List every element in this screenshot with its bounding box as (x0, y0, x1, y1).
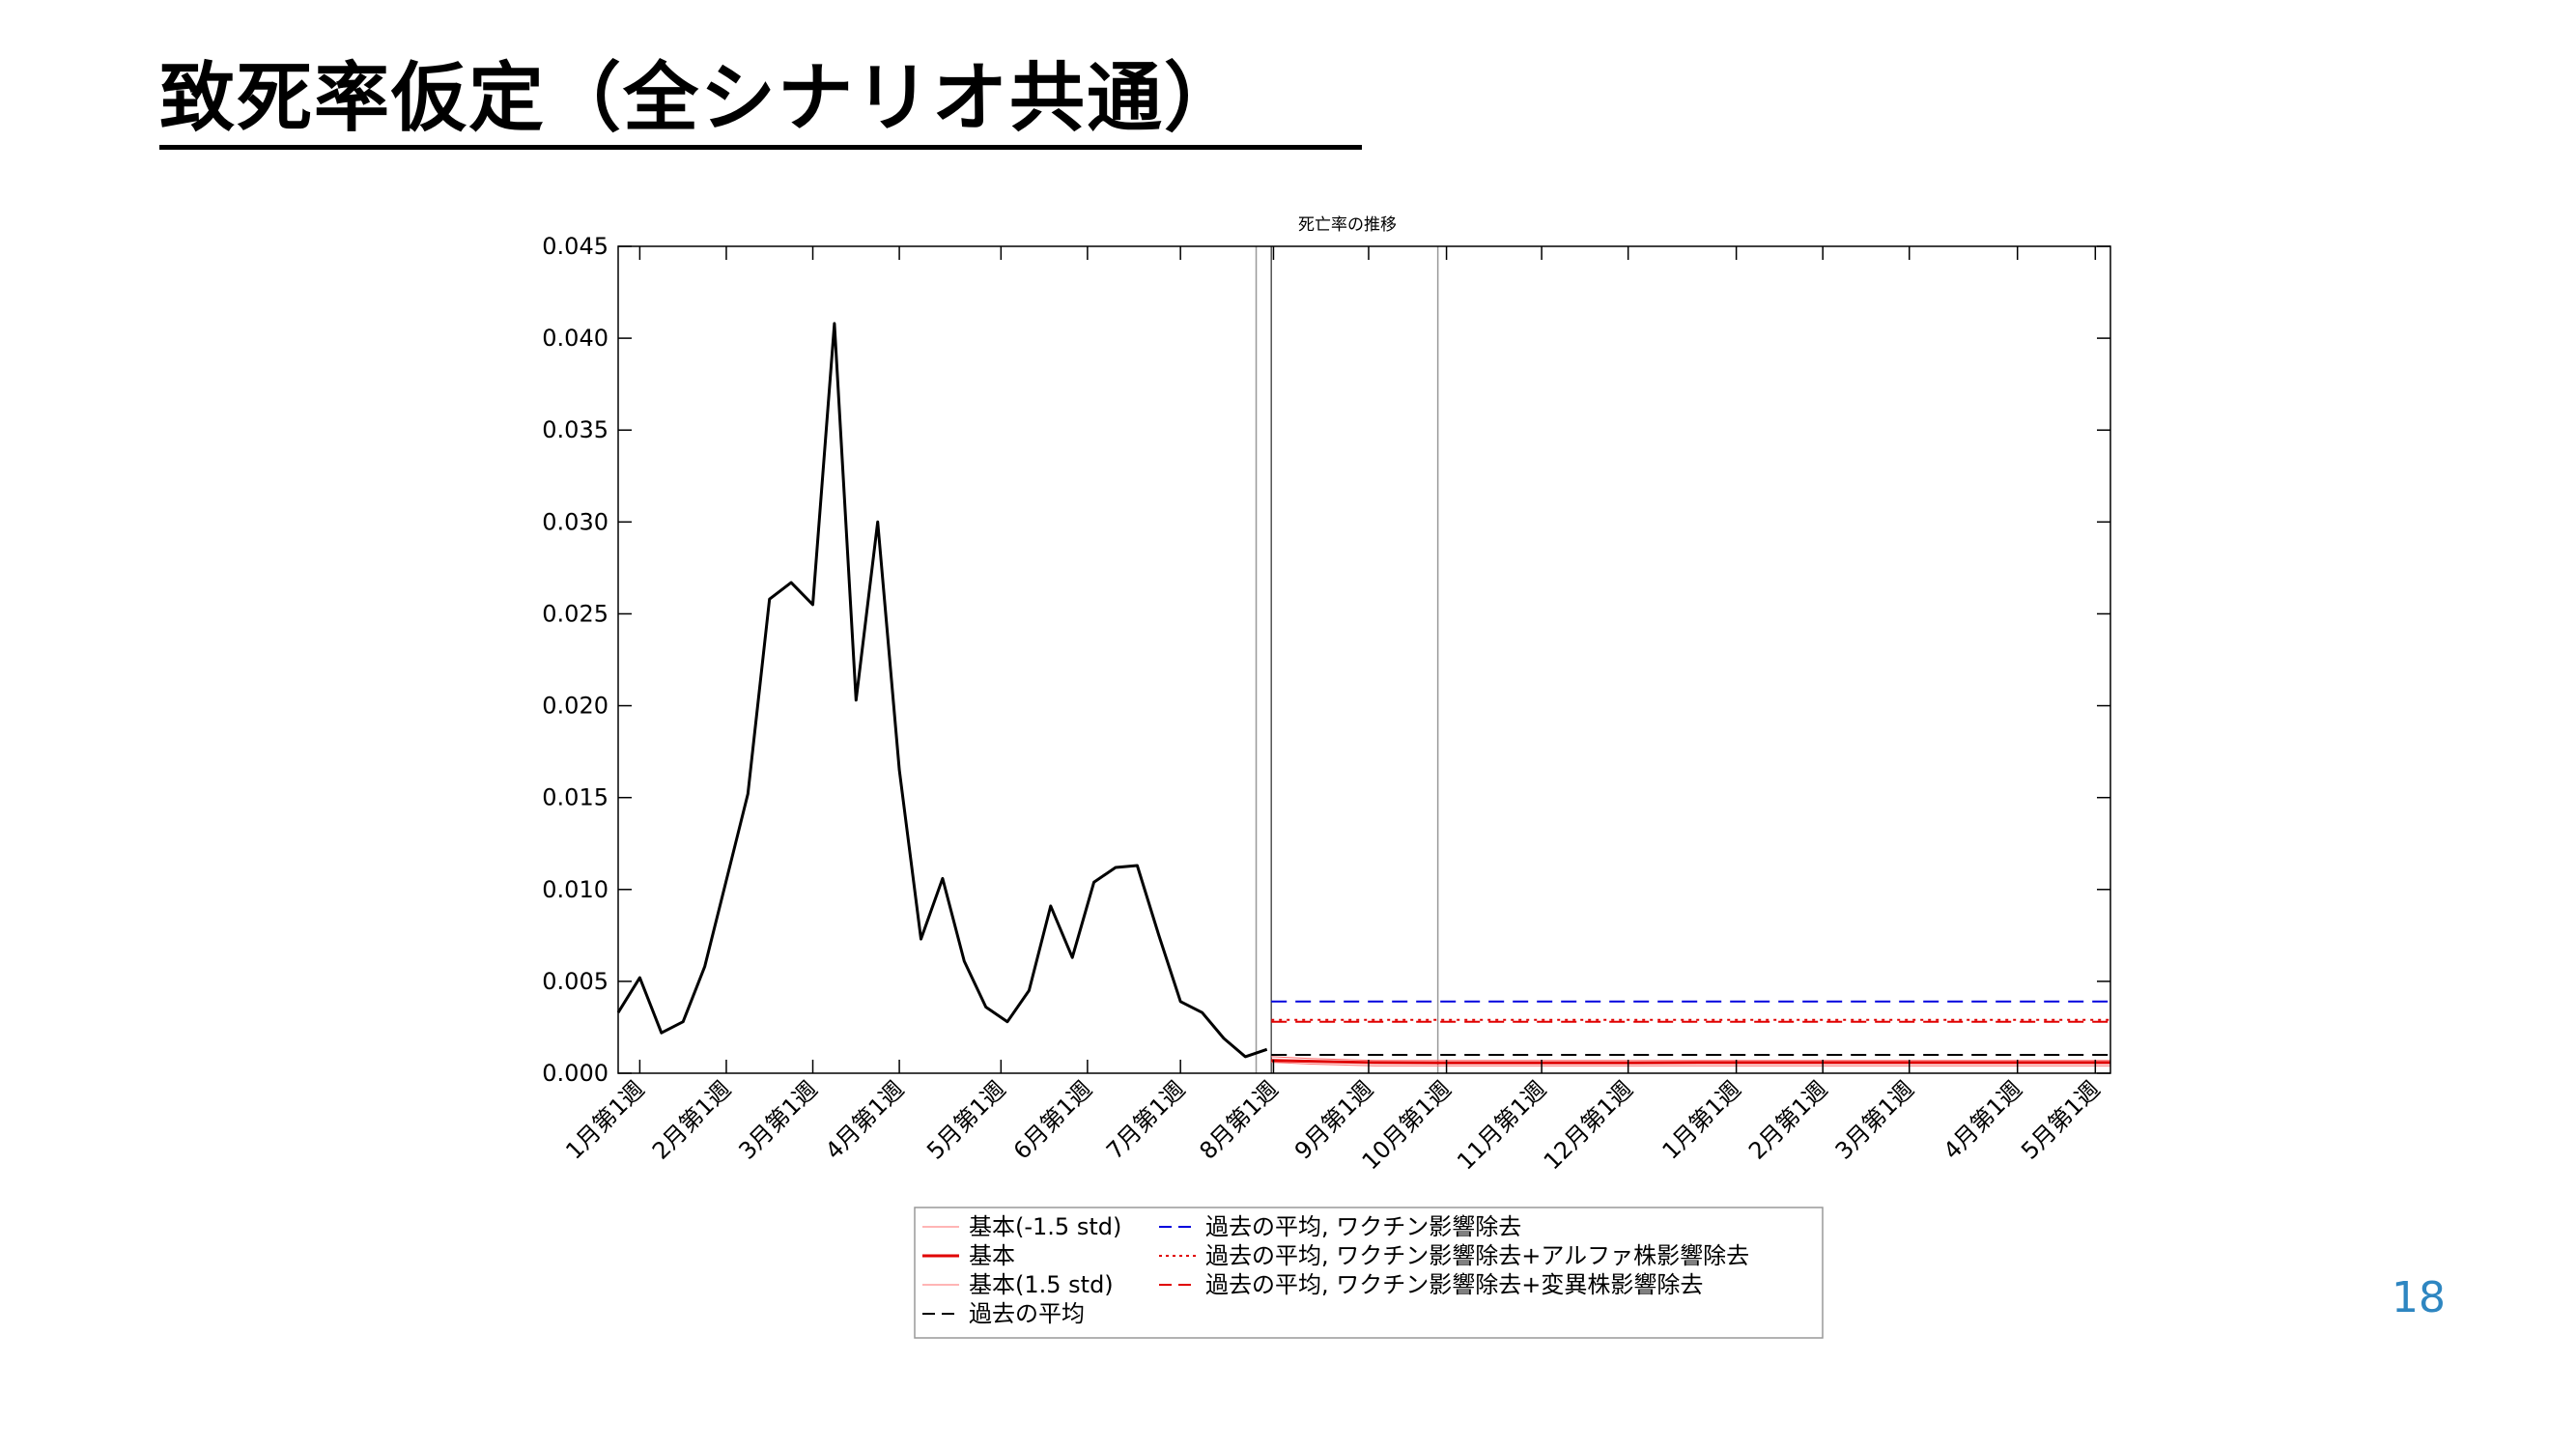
y-tick-label: 0.010 (542, 876, 609, 903)
y-tick-label: 0.040 (542, 325, 609, 352)
x-tick-label: 2月第1週 (1743, 1075, 1832, 1164)
series-line-2 (1271, 1056, 2110, 1062)
x-tick-label: 6月第1週 (1008, 1075, 1097, 1164)
x-tick-label: 4月第1週 (820, 1075, 909, 1164)
legend-label: 過去の平均, ワクチン影響除去 (1205, 1213, 1521, 1240)
y-tick-label: 0.045 (542, 233, 609, 260)
x-tick-label: 3月第1週 (1830, 1075, 1919, 1164)
x-tick-label: 3月第1週 (733, 1075, 822, 1164)
y-tick-label: 0.015 (542, 784, 609, 811)
legend-label: 基本(-1.5 std) (969, 1213, 1121, 1240)
x-tick-label: 12月第1週 (1539, 1075, 1638, 1175)
series-layer (616, 322, 2110, 1066)
x-tick-label: 5月第1週 (921, 1075, 1010, 1164)
x-tick-label: 11月第1週 (1452, 1075, 1551, 1175)
x-tick-label: 7月第1週 (1101, 1075, 1190, 1164)
y-tick-label: 0.035 (542, 416, 609, 443)
series-line-1 (1271, 1059, 2110, 1065)
title-underline (159, 145, 1362, 150)
y-tick-label: 0.025 (542, 600, 609, 627)
x-tick-label: 2月第1週 (647, 1075, 736, 1164)
page-number: 18 (2392, 1273, 2446, 1322)
y-axis: 0.000 0.005 0.010 0.015 0.020 0.025 0.030 0.035… (542, 233, 2110, 1087)
y-tick-label: 0.000 (542, 1060, 609, 1087)
plot-frame (617, 245, 2111, 1074)
x-tick-label: 1月第1週 (560, 1075, 649, 1164)
series-line-0 (1271, 1062, 2110, 1066)
x-tick-label: 1月第1週 (1657, 1075, 1746, 1164)
x-tick-label: 5月第1週 (2016, 1075, 2105, 1164)
x-tick-label: 4月第1週 (1939, 1075, 2027, 1164)
x-tick-label: 8月第1週 (1194, 1075, 1283, 1164)
legend-label: 過去の平均 (969, 1300, 1085, 1327)
legend-label: 過去の平均, ワクチン影響除去+アルファ株影響除去 (1205, 1242, 1749, 1269)
y-tick-label: 0.005 (542, 968, 609, 995)
legend-box (914, 1207, 1824, 1339)
vertical-marker-lines (1255, 246, 1439, 1073)
legend-label: 過去の平均, ワクチン影響除去+変異株影響除去 (1205, 1271, 1703, 1298)
y-tick-label: 0.030 (542, 508, 609, 535)
chart-title: 死亡率の推移 (1298, 215, 1397, 235)
slide-title: 致死率仮定（全シナリオ共通） (159, 55, 1242, 142)
legend-label: 基本 (969, 1242, 1015, 1269)
series-line-7 (616, 322, 1268, 1059)
y-tick-label: 0.020 (542, 693, 609, 720)
legend-label: 基本(1.5 std) (969, 1271, 1114, 1298)
